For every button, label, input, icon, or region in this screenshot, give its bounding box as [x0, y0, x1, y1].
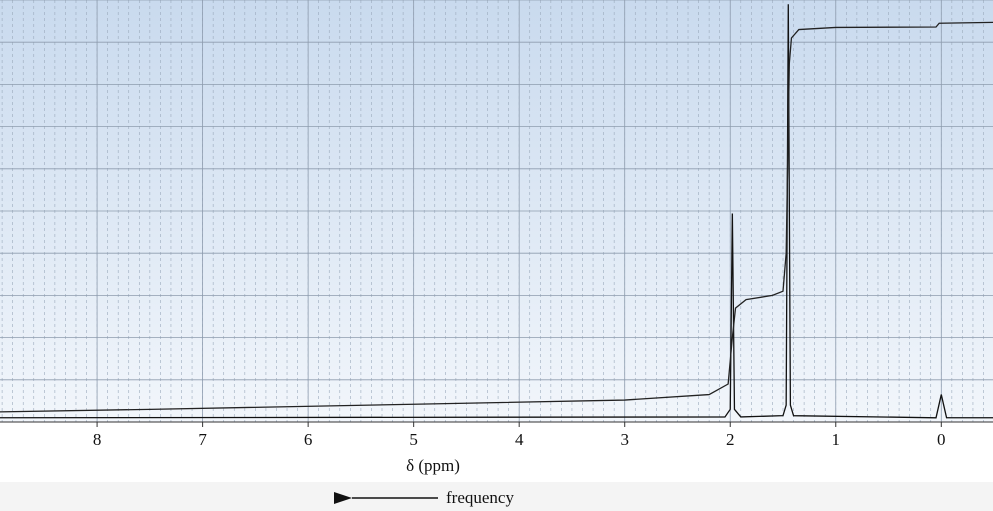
x-tick-label: 3 — [620, 430, 629, 449]
x-tick-label: 8 — [93, 430, 102, 449]
series-line — [0, 21, 993, 413]
x-tick-label: 6 — [304, 430, 313, 449]
x-tick-label: 4 — [515, 430, 524, 449]
footer-band — [0, 482, 993, 511]
x-tick-label: 1 — [832, 430, 841, 449]
series-line — [0, 4, 993, 419]
x-tick-label: 2 — [726, 430, 735, 449]
annotation: frequency — [446, 488, 514, 507]
x-tick-label: 7 — [198, 430, 207, 449]
x-tick-label: 0 — [937, 430, 946, 449]
x-axis-label: δ (ppm) — [406, 456, 460, 475]
x-tick-label: 5 — [409, 430, 418, 449]
